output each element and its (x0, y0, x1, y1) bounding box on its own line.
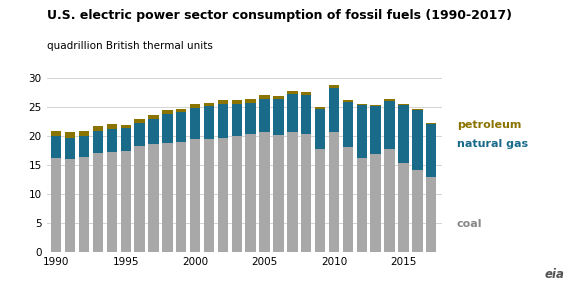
Bar (190, 139, 200, 252)
Bar (371, 106, 381, 154)
Bar (287, 94, 297, 132)
Bar (384, 149, 395, 252)
Bar (371, 105, 381, 106)
Bar (107, 124, 117, 129)
Bar (176, 108, 186, 112)
Bar (148, 119, 159, 144)
Bar (301, 95, 311, 134)
Bar (260, 99, 270, 132)
Bar (79, 136, 89, 157)
Bar (260, 95, 270, 99)
Bar (274, 96, 283, 99)
Bar (65, 133, 76, 137)
Text: quadrillion British thermal units: quadrillion British thermal units (47, 41, 212, 50)
Bar (412, 170, 423, 252)
Text: petroleum: petroleum (457, 120, 521, 130)
Bar (426, 124, 436, 177)
Bar (232, 100, 242, 104)
Bar (246, 99, 256, 103)
Bar (246, 134, 256, 252)
Bar (426, 177, 436, 252)
Bar (93, 131, 103, 153)
Bar (79, 131, 89, 136)
Bar (176, 142, 186, 252)
Bar (232, 104, 242, 136)
Bar (148, 144, 159, 252)
Bar (190, 108, 200, 139)
Bar (120, 125, 131, 128)
Bar (120, 128, 131, 151)
Bar (315, 109, 325, 149)
Bar (315, 149, 325, 252)
Bar (65, 137, 76, 159)
Bar (357, 104, 367, 105)
Bar (384, 101, 395, 149)
Bar (343, 102, 353, 146)
Bar (371, 154, 381, 252)
Bar (218, 100, 228, 104)
Bar (301, 134, 311, 252)
Bar (384, 99, 395, 101)
Bar (287, 91, 297, 94)
Bar (357, 158, 367, 252)
Text: U.S. electric power sector consumption of fossil fuels (1990-2017): U.S. electric power sector consumption o… (47, 9, 512, 22)
Bar (65, 159, 76, 252)
Bar (204, 106, 214, 139)
Bar (204, 103, 214, 106)
Bar (176, 112, 186, 142)
Bar (134, 146, 145, 252)
Bar (232, 136, 242, 252)
Bar (162, 110, 173, 114)
Bar (426, 123, 436, 124)
Bar (51, 158, 62, 252)
Bar (260, 132, 270, 252)
Bar (148, 115, 159, 119)
Bar (93, 153, 103, 252)
Bar (274, 99, 283, 135)
Bar (246, 103, 256, 134)
Bar (134, 123, 145, 146)
Bar (162, 143, 173, 252)
Bar (93, 126, 103, 131)
Bar (412, 109, 423, 110)
Bar (287, 132, 297, 252)
Bar (398, 105, 409, 163)
Bar (79, 157, 89, 252)
Bar (357, 105, 367, 158)
Bar (412, 110, 423, 170)
Text: natural gas: natural gas (457, 139, 528, 149)
Bar (398, 163, 409, 252)
Bar (398, 104, 409, 105)
Bar (329, 85, 339, 88)
Bar (120, 151, 131, 252)
Bar (329, 132, 339, 252)
Bar (329, 88, 339, 132)
Bar (218, 104, 228, 138)
Bar (107, 129, 117, 152)
Bar (51, 136, 62, 158)
Text: eia: eia (545, 268, 565, 281)
Bar (343, 100, 353, 102)
Bar (134, 119, 145, 123)
Bar (51, 131, 62, 136)
Bar (301, 92, 311, 95)
Bar (204, 139, 214, 252)
Bar (343, 146, 353, 252)
Text: coal: coal (457, 218, 482, 229)
Bar (190, 104, 200, 108)
Bar (274, 135, 283, 252)
Bar (162, 114, 173, 143)
Bar (107, 152, 117, 252)
Bar (218, 138, 228, 252)
Bar (315, 107, 325, 109)
